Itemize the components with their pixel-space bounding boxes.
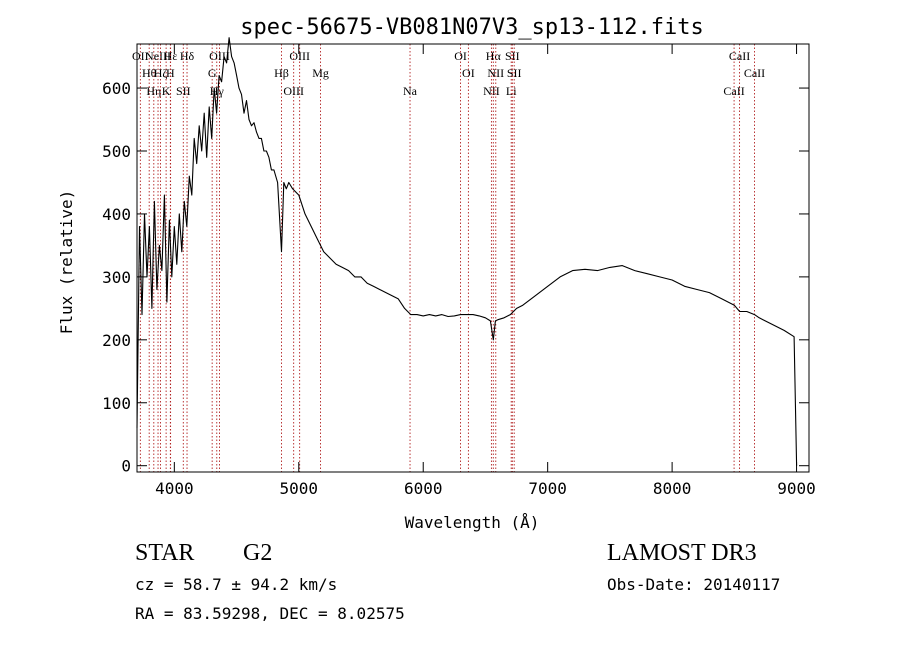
- plot-frame: [136, 43, 810, 473]
- spectral-line-label: NII: [487, 66, 504, 80]
- x-tick-label: 5000: [280, 479, 319, 498]
- y-tick-label: 300: [102, 268, 131, 287]
- spectral-line-label: Hγ: [210, 84, 225, 98]
- spectral-line-label: OI: [454, 49, 467, 63]
- spectral-line-label: K: [162, 84, 171, 98]
- survey-name: LAMOST DR3: [607, 540, 757, 566]
- axis-ticks: 4000 5000 6000 7000 8000 9000 0 100 200 300 400 500…: [102, 44, 816, 498]
- x-tick-label: 8000: [653, 479, 692, 498]
- object-subclass: G2: [243, 540, 273, 566]
- spectral-line-label: Hα: [486, 49, 502, 63]
- spectral-line-label: H: [166, 66, 175, 80]
- spectral-line-label: CaII: [723, 84, 744, 98]
- spectral-line-label: Li: [506, 84, 517, 98]
- spectral-line-label: CaII: [744, 66, 765, 80]
- spectral-line-label: CaII: [729, 49, 750, 63]
- spectrum-line: [136, 37, 798, 466]
- y-axis-label: Flux (relative): [57, 190, 76, 335]
- spectral-line-label: NII: [483, 84, 500, 98]
- spectrum-series: [136, 37, 798, 466]
- spectral-line-label: Mg: [312, 66, 329, 80]
- spectral-line-label: Hη: [146, 84, 161, 98]
- chart-title: spec-56675-VB081N07V3_sp13-112.fits: [240, 15, 704, 40]
- spectral-line-label: OIII: [283, 84, 304, 98]
- y-tick-label: 0: [121, 457, 131, 476]
- x-tick-label: 7000: [528, 479, 567, 498]
- y-tick-label: 500: [102, 142, 131, 161]
- x-tick-label: 4000: [155, 479, 194, 498]
- y-tick-label: 400: [102, 205, 131, 224]
- x-tick-label: 9000: [777, 479, 816, 498]
- y-tick-label: 200: [102, 331, 131, 350]
- observation-date: Obs-Date: 20140117: [607, 575, 781, 594]
- spectral-line-label: SII: [505, 49, 520, 63]
- y-tick-label: 600: [102, 79, 131, 98]
- y-tick-label: 100: [102, 394, 131, 413]
- spectral-line-label: SII: [507, 66, 522, 80]
- x-axis-label: Wavelength (Å): [405, 513, 540, 532]
- spectral-line-markers: OIIHθHηNeIIIHζKHεHSIIHδGHγOIIIHβOIIIOIII…: [132, 44, 765, 472]
- spectral-line-label: Na: [403, 84, 418, 98]
- spectral-line-label: G: [208, 66, 217, 80]
- spectral-line-label: NeIII: [145, 49, 171, 63]
- redshift-cz: cz = 58.7 ± 94.2 km/s: [135, 575, 338, 594]
- spectral-line-label: OIII: [289, 49, 310, 63]
- coordinates: RA = 83.59298, DEC = 8.02575: [135, 604, 405, 623]
- spectral-line-label: SII: [176, 84, 191, 98]
- spectral-line-label: OII: [132, 49, 149, 63]
- spectral-line-label: Hθ: [142, 66, 157, 80]
- object-type: STAR: [135, 540, 195, 566]
- spectral-line-label: Hδ: [180, 49, 195, 63]
- x-tick-label: 6000: [404, 479, 443, 498]
- spectral-line-label: Hβ: [274, 66, 289, 80]
- spectral-line-label: OI: [462, 66, 475, 80]
- spectral-line-label: Hζ: [154, 66, 168, 80]
